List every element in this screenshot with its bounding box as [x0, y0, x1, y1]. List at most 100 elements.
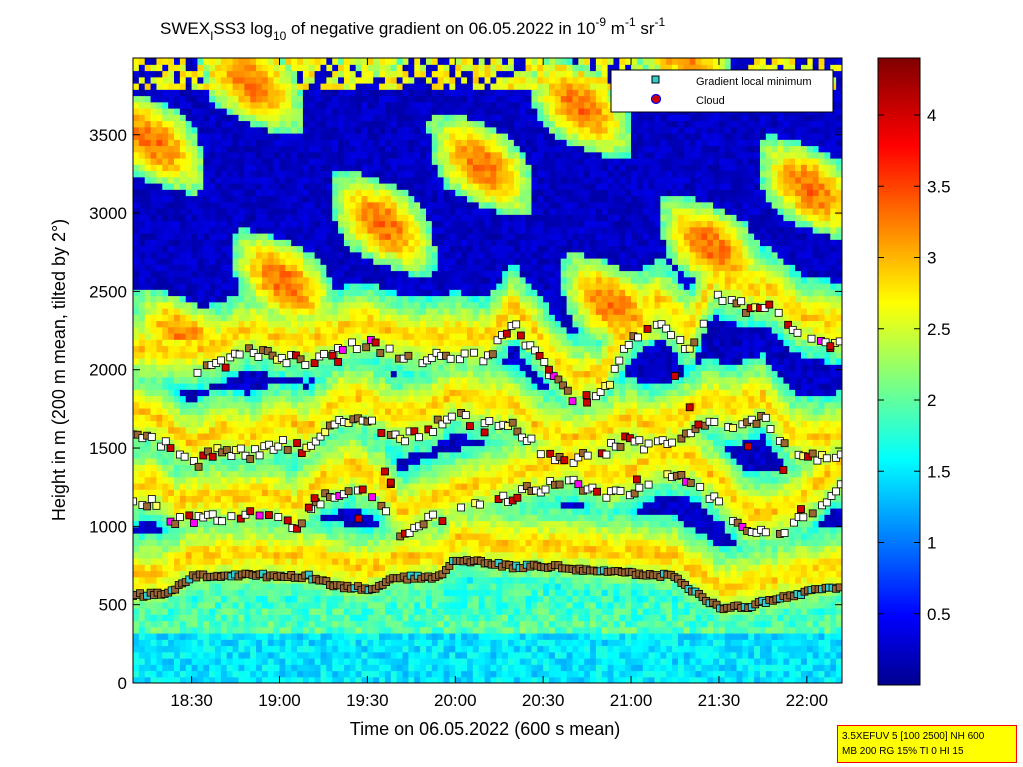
heatmap-cell — [379, 176, 386, 184]
heatmap-cell — [297, 264, 304, 272]
heatmap-cell — [144, 414, 152, 422]
heatmap-cell — [361, 76, 368, 84]
heatmap-cell — [297, 383, 304, 390]
heatmap-cell — [250, 276, 257, 284]
heatmap-cell — [144, 214, 152, 222]
heatmap-cell — [197, 308, 204, 315]
heatmap-cell — [361, 220, 368, 228]
heatmap-cell — [326, 176, 333, 184]
heatmap-cell — [238, 676, 245, 683]
heatmap-cell — [144, 276, 152, 284]
heatmap-cell — [291, 189, 298, 197]
heatmap-cell — [302, 645, 310, 653]
heatmap-cell — [256, 95, 263, 103]
heatmap-cell — [232, 458, 240, 465]
heatmap-cell — [267, 164, 275, 172]
heatmap-cell — [232, 308, 240, 315]
heatmap-cell — [285, 239, 292, 247]
heatmap-cell — [420, 308, 427, 315]
heatmap-cell — [414, 408, 421, 415]
heatmap-cell — [209, 276, 216, 284]
heatmap-cell — [168, 408, 175, 415]
heatmap-cell — [408, 233, 415, 240]
heatmap-cell — [197, 158, 204, 165]
heatmap-cell — [279, 214, 286, 222]
heatmap-cell — [220, 164, 228, 172]
heatmap-cell — [244, 364, 251, 372]
heatmap-cell — [367, 570, 374, 578]
heatmap-cell — [203, 114, 210, 122]
heatmap-cell — [414, 70, 421, 78]
heatmap-cell — [402, 626, 409, 634]
heatmap-cell — [220, 201, 228, 209]
heatmap-cell — [314, 414, 322, 422]
heatmap-cell — [373, 483, 380, 490]
heatmap-cell — [215, 670, 222, 678]
heatmap-cell — [414, 76, 421, 84]
heatmap-cell — [285, 301, 292, 309]
heatmap-cell — [343, 376, 351, 384]
heatmap-cell — [320, 333, 327, 340]
heatmap-cell — [402, 583, 409, 590]
heatmap-cell — [144, 376, 152, 384]
heatmap-cell — [133, 651, 140, 659]
heatmap-cell — [361, 514, 368, 522]
heatmap-cell — [261, 214, 269, 222]
heatmap-cell — [191, 376, 199, 384]
heatmap-cell — [314, 276, 322, 284]
heatmap-cell — [279, 370, 286, 378]
heatmap-cell — [308, 520, 316, 528]
heatmap-cell — [326, 226, 333, 234]
heatmap-cell — [349, 76, 357, 84]
heatmap-cell — [302, 133, 310, 140]
heatmap-cell — [197, 195, 204, 203]
heatmap-cell — [185, 189, 193, 197]
heatmap-cell — [156, 258, 163, 265]
heatmap-cell — [379, 589, 386, 597]
heatmap-cell — [273, 395, 281, 403]
heatmap-cell — [191, 89, 199, 97]
heatmap-cell — [285, 645, 292, 653]
heatmap-cell — [244, 601, 251, 609]
heatmap-cell — [232, 201, 240, 209]
heatmap-cell — [420, 295, 427, 303]
heatmap-cell — [320, 345, 327, 353]
heatmap-cell — [138, 214, 146, 222]
heatmap-cell — [133, 320, 140, 328]
heatmap-cell — [373, 276, 380, 284]
heatmap-cell — [226, 326, 234, 334]
heatmap-cell — [168, 133, 175, 140]
heatmap-cell — [297, 608, 304, 615]
heatmap-cell — [408, 358, 415, 365]
heatmap-cell — [285, 389, 292, 397]
heatmap-cell — [232, 408, 240, 415]
heatmap-cell — [338, 289, 345, 297]
heatmap-cell — [408, 470, 415, 478]
heatmap-cell — [314, 189, 322, 197]
heatmap-cell — [203, 620, 210, 628]
heatmap-cell — [373, 214, 380, 222]
heatmap-cell — [396, 451, 404, 459]
heatmap-cell — [256, 489, 263, 497]
heatmap-cell — [174, 364, 181, 372]
heatmap-cell — [197, 339, 204, 347]
heatmap-cell — [162, 670, 169, 678]
heatmap-cell — [256, 233, 263, 240]
heatmap-cell — [267, 401, 275, 409]
heatmap-cell — [349, 551, 357, 559]
heatmap-cell — [396, 589, 404, 597]
heatmap-cell — [349, 576, 357, 584]
heatmap-cell — [197, 458, 204, 465]
heatmap-cell — [150, 358, 158, 365]
heatmap-cell — [332, 145, 339, 153]
heatmap-cell — [355, 120, 363, 128]
heatmap-cell — [174, 651, 181, 659]
heatmap-cell — [261, 133, 269, 140]
heatmap-cell — [314, 520, 322, 528]
heatmap-cell — [156, 558, 163, 565]
heatmap-cell — [361, 70, 368, 78]
heatmap-cell — [297, 283, 304, 290]
heatmap-cell — [144, 520, 152, 528]
heatmap-cell — [226, 314, 234, 322]
heatmap-cell — [250, 245, 257, 253]
